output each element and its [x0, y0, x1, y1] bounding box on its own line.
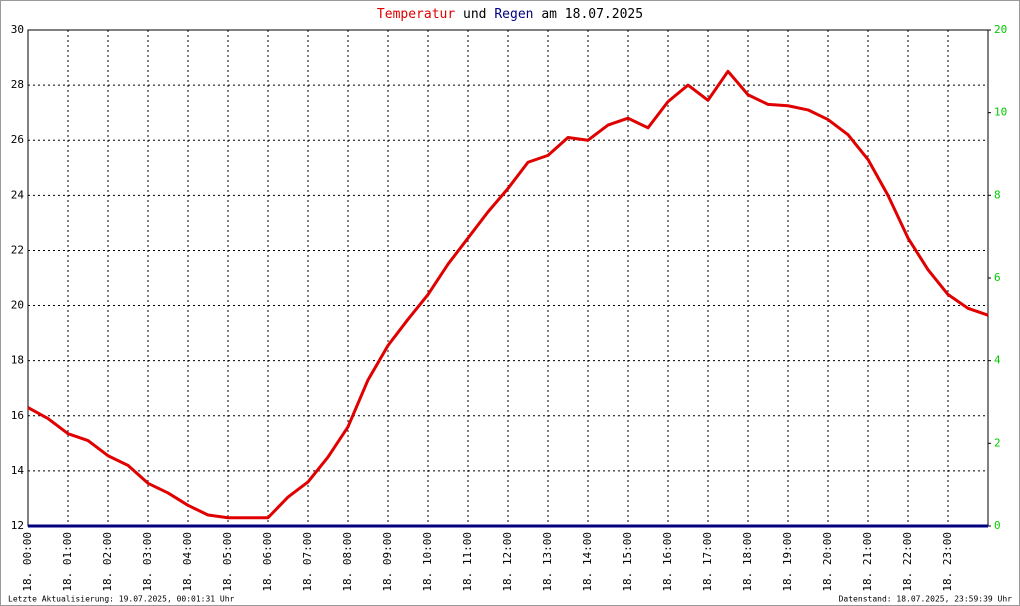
title-part: am 18.07.2025 [541, 7, 643, 22]
footer-left: Letzte Aktualisierung: 19.07.2025, 00:01… [8, 595, 235, 604]
y2-tick-label: 20 [994, 23, 1007, 36]
y2-tick-label: 2 [994, 436, 1001, 449]
series-line [27, 69, 989, 520]
y-tick-label: 14 [11, 464, 25, 477]
chart-title: Temperatur und Regen am 18.07.2025 [377, 7, 643, 22]
x-tick-label: 18. 05:00 [221, 532, 234, 592]
x-tick-label: 18. 10:00 [421, 532, 434, 592]
y-tick-label: 22 [11, 243, 24, 256]
y-tick-label: 30 [11, 23, 24, 36]
y-tick-label: 26 [11, 133, 24, 146]
x-tick-label: 18. 07:00 [301, 532, 314, 592]
title-part: Temperatur [377, 7, 455, 22]
footer-right: Datenstand: 18.07.2025, 23:59:39 Uhr [839, 595, 1013, 604]
x-tick-label: 18. 20:00 [821, 532, 834, 592]
y2-tick-label: 10 [994, 106, 1007, 119]
title-part: und [463, 7, 486, 22]
x-tick-label: 18. 08:00 [341, 532, 354, 592]
x-tick-label: 18. 01:00 [61, 532, 74, 592]
title-part: Regen [494, 7, 533, 22]
y-tick-label: 28 [11, 78, 24, 91]
x-tick-label: 18. 15:00 [621, 532, 634, 592]
x-tick-label: 18. 13:00 [541, 532, 554, 592]
x-tick-label: 18. 18:00 [741, 532, 754, 592]
y2-tick-label: 6 [994, 271, 1001, 284]
x-tick-label: 18. 11:00 [461, 532, 474, 592]
y-tick-label: 16 [11, 409, 24, 422]
x-tick-label: 18. 16:00 [661, 532, 674, 592]
x-tick-label: 18. 09:00 [381, 532, 394, 592]
y-tick-label: 18 [11, 354, 24, 367]
x-tick-label: 18. 22:00 [901, 532, 914, 592]
y-tick-label: 12 [11, 519, 24, 532]
x-tick-label: 18. 23:00 [941, 532, 954, 592]
x-tick-label: 18. 17:00 [701, 532, 714, 592]
y-tick-label: 20 [11, 299, 24, 312]
x-tick-label: 18. 06:00 [261, 532, 274, 592]
y-tick-label: 24 [11, 188, 25, 201]
x-tick-label: 18. 21:00 [861, 532, 874, 592]
x-tick-label: 18. 03:00 [141, 532, 154, 592]
y2-tick-label: 8 [994, 188, 1001, 201]
x-tick-label: 18. 19:00 [781, 532, 794, 592]
y2-tick-label: 4 [994, 354, 1001, 367]
x-tick-label: 18. 12:00 [501, 532, 514, 592]
x-tick-label: 18. 04:00 [181, 532, 194, 592]
y2-tick-label: 0 [994, 519, 1001, 532]
x-tick-label: 18. 00:00 [21, 532, 34, 592]
x-tick-label: 18. 14:00 [581, 532, 594, 592]
x-tick-label: 18. 02:00 [101, 532, 114, 592]
